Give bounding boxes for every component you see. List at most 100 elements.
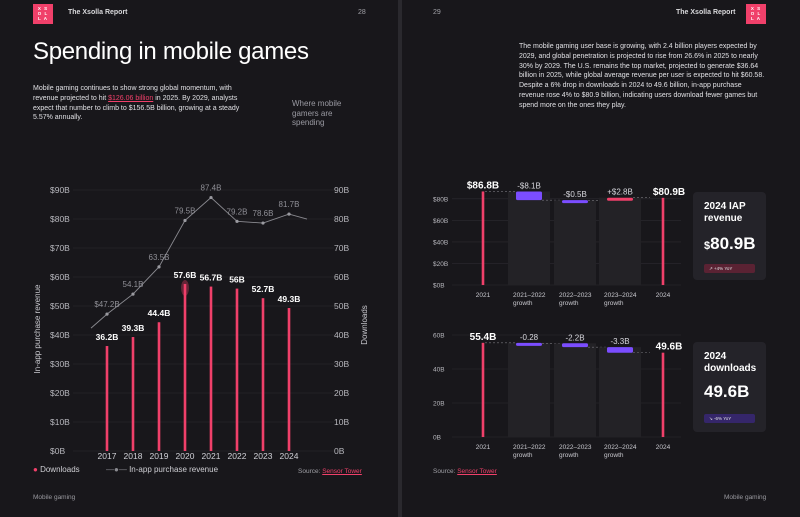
x-tick-label: 2020 xyxy=(176,451,195,461)
revenue-label: 87.4B xyxy=(201,184,222,193)
wf-end-label: $80.9B xyxy=(653,187,685,198)
footer-right: Mobile gaming xyxy=(724,494,767,501)
wf-shadow-column xyxy=(554,200,596,285)
wf-end-bar xyxy=(661,197,665,285)
source-note: Source: Sensor Tower xyxy=(298,468,362,475)
wf-delta-bar xyxy=(562,343,588,348)
wf-shadow-column xyxy=(554,343,596,437)
y-tick-left: $40B xyxy=(50,330,70,340)
source-link-right[interactable]: Sensor Tower xyxy=(457,468,497,475)
download-bar xyxy=(157,322,161,451)
page-number: 28 xyxy=(358,9,366,16)
wf-shadow-column xyxy=(508,191,550,285)
wf-delta-bar xyxy=(516,191,542,201)
wf-x-label: 2024 xyxy=(656,444,671,451)
source-note-right: Source: Sensor Tower xyxy=(433,468,497,475)
downloads-dot-icon: ● xyxy=(33,465,38,474)
report-title-right: The Xsolla Report xyxy=(676,9,736,16)
y-tick-right: 40B xyxy=(334,330,349,340)
downloads-card: 2024 downloads 49.6B ↘ -6% YoY xyxy=(693,342,766,432)
card-title: 2024 IAP revenue xyxy=(704,201,746,224)
yoy-badge: ↘ -6% YoY xyxy=(704,414,755,423)
y-tick-left: $80B xyxy=(50,214,70,224)
y-tick-left: $20B xyxy=(50,388,70,398)
download-bar xyxy=(209,286,213,451)
y-tick-left: $30B xyxy=(50,359,70,369)
wf-x-label: 2024 xyxy=(656,292,671,299)
wf-y-tick: 60B xyxy=(433,333,445,340)
revenue-label: 79.5B xyxy=(175,206,196,215)
revenue-label: 63.5B xyxy=(149,253,170,262)
revenue-point xyxy=(131,292,135,296)
wf-x-label: 2022–2023 xyxy=(559,444,592,451)
wf-shadow-column xyxy=(599,347,641,437)
page-number-right: 29 xyxy=(433,9,441,16)
wf-y-tick: 40B xyxy=(433,367,445,374)
wf-y-tick: $0B xyxy=(433,283,445,290)
wf-x-label-sub: growth xyxy=(604,452,624,459)
wf-y-tick: $20B xyxy=(433,261,448,268)
y-tick-right: 70B xyxy=(334,243,349,253)
source-link[interactable]: Sensor Tower xyxy=(322,468,362,475)
x-tick-label: 2021 xyxy=(202,451,221,461)
download-bar xyxy=(287,308,291,451)
download-bar xyxy=(105,346,109,451)
x-tick-label: 2017 xyxy=(98,451,117,461)
bar-value-label: 56.7B xyxy=(200,273,223,283)
bar-value-label: 44.4B xyxy=(148,308,171,318)
wf-y-tick: 20B xyxy=(433,401,445,408)
revenue-label: $47.2B xyxy=(94,300,119,309)
y-tick-right: 60B xyxy=(334,272,349,282)
card-title: 2024 downloads xyxy=(704,351,757,374)
bar-value-label: 49.3B xyxy=(278,294,301,304)
card-value: 49.6B xyxy=(704,382,750,401)
revenue-point xyxy=(157,265,161,269)
y-tick-left: $90B xyxy=(50,185,70,195)
footer-left: Mobile gaming xyxy=(33,494,76,501)
revenue-point xyxy=(209,195,213,200)
wf-end-label: 49.6B xyxy=(656,342,683,353)
page-divider xyxy=(398,0,402,517)
y-tick-right: 20B xyxy=(334,388,349,398)
download-bar xyxy=(131,337,135,451)
wf-delta-bar xyxy=(607,197,633,201)
revenue-label: 54.1B xyxy=(123,280,144,289)
bar-value-label: 52.7B xyxy=(252,284,275,294)
revenue-label: 81.7B xyxy=(279,200,300,209)
revenue-point xyxy=(287,212,291,216)
y-axis-label-right: Downloads xyxy=(360,305,369,345)
wf-shadow-column xyxy=(599,197,641,285)
y-tick-right: 50B xyxy=(334,301,349,311)
wf-x-label: 2021–2022 xyxy=(513,292,546,299)
wf-y-tick: $80B xyxy=(433,196,448,203)
wf-shadow-column xyxy=(508,342,550,437)
revenue-point xyxy=(261,221,265,225)
wf-delta-label: -2.2B xyxy=(565,333,584,342)
revenue-link[interactable]: $126.06 billion xyxy=(108,94,154,102)
wf-start-bar xyxy=(481,191,485,285)
wf-start-bar xyxy=(481,342,485,437)
wf-delta-bar xyxy=(516,342,542,346)
revenue-label: 79.2B xyxy=(227,207,248,216)
wf-x-label: 2021 xyxy=(476,444,491,451)
download-bar xyxy=(261,298,265,451)
revenue-line xyxy=(90,196,308,329)
iap-revenue-card: 2024 IAP revenue $80.9B ↗ +4% YoY xyxy=(693,192,766,280)
bar-value-label: 36.2B xyxy=(96,332,119,342)
wf-x-label: 2021–2022 xyxy=(513,444,546,451)
wf-x-label-sub: growth xyxy=(513,300,533,307)
y-tick-right: 80B xyxy=(334,214,349,224)
y-tick-left: $70B xyxy=(50,243,70,253)
wf-end-bar xyxy=(661,352,665,437)
yoy-badge: ↗ +4% YoY xyxy=(704,264,755,273)
wf-delta-bar xyxy=(562,200,588,204)
revenue-point xyxy=(183,218,187,223)
report-title: The Xsolla Report xyxy=(68,9,128,16)
wf-y-tick: 0B xyxy=(433,435,441,442)
y-tick-right: 30B xyxy=(334,359,349,369)
intro-paragraph: Mobile gaming continues to show strong g… xyxy=(33,85,240,122)
revenue-point xyxy=(235,219,239,223)
legend-downloads: ● Downloads xyxy=(33,465,80,474)
